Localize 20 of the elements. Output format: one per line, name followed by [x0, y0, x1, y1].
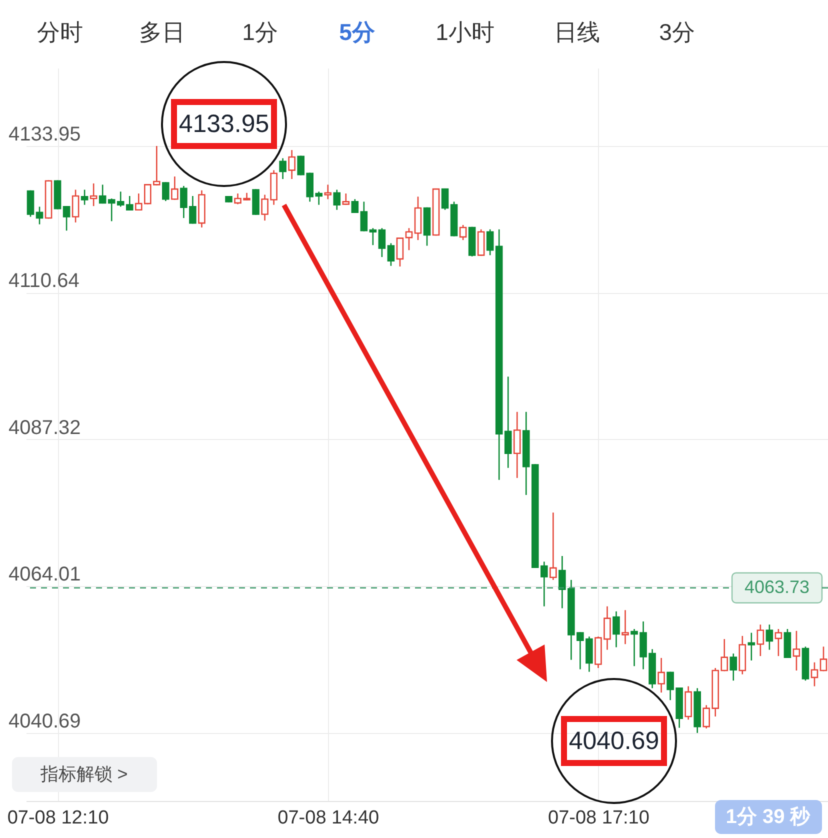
annotation: 4133.95 [178, 110, 270, 138]
x-tick-label: 07-08 17:10 [548, 808, 650, 828]
y-tick-label: 4110.64 [8, 270, 80, 292]
text: 1分 [242, 19, 278, 45]
y-tick-label: 4087.32 [8, 416, 81, 439]
text: 5分 [339, 19, 376, 45]
text: 多日 [139, 19, 185, 45]
text: 1分 39 秒 [726, 806, 812, 828]
y-tick-label: 4064.01 [8, 564, 81, 586]
x-tick-label: 07-08 14:40 [278, 808, 380, 828]
text: 日线 [554, 19, 600, 45]
ref-line-label: 4063.73 [744, 576, 810, 597]
text: 分时 [37, 19, 83, 45]
text: 3分 [659, 19, 695, 45]
text: 1小时 [436, 19, 494, 45]
y-tick-label: 4133.95 [8, 123, 81, 146]
y-tick-label: 4040.69 [8, 710, 81, 732]
annotation: 4040.69 [568, 727, 660, 755]
annotation: 指标解锁 > [39, 764, 128, 784]
x-tick-label: 07-08 12:10 [7, 808, 109, 828]
